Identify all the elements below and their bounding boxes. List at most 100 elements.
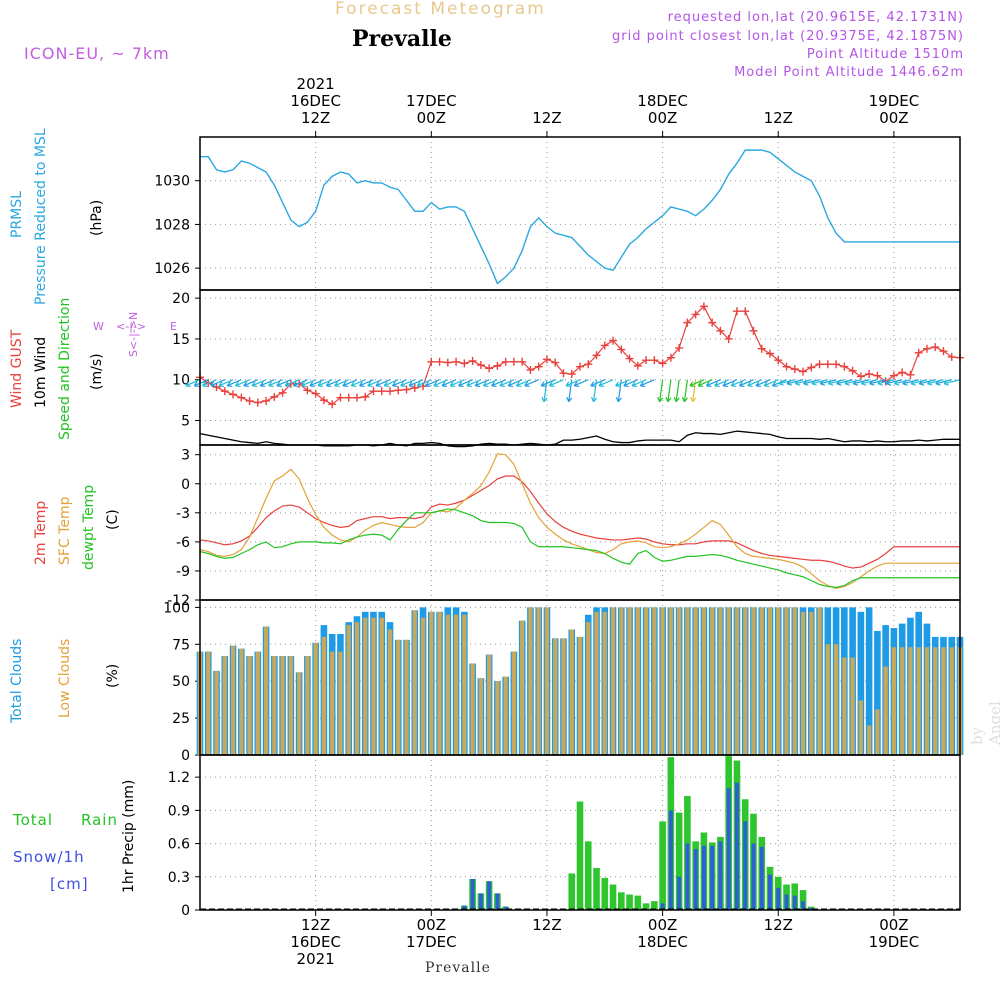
wind-arrow-head xyxy=(433,381,439,388)
wind-arrow xyxy=(524,379,539,387)
gust-marker xyxy=(683,318,692,327)
wind-arrow xyxy=(836,379,853,385)
wind-arrow xyxy=(697,379,713,387)
gust-marker xyxy=(468,356,477,365)
gust-marker xyxy=(270,392,279,401)
location-title: Prevalle xyxy=(352,26,452,52)
wind-arrow-head xyxy=(540,381,547,388)
wind-arrow-head xyxy=(590,381,596,388)
wind-arrow-head xyxy=(541,396,548,403)
wind-arrow-head xyxy=(615,396,622,403)
gust-marker xyxy=(650,356,659,365)
gust-marker xyxy=(253,398,262,407)
wind-arrow-head xyxy=(458,381,464,388)
wind-arrow xyxy=(574,379,589,387)
gust-marker xyxy=(782,362,791,371)
time-label-top: 00Z xyxy=(879,109,908,127)
gust-marker xyxy=(229,390,238,399)
wind-arrow-head xyxy=(877,379,883,386)
time-label-bottom: 12Z xyxy=(764,916,793,934)
y-tick-label: 0 xyxy=(181,477,190,493)
wind-arrow xyxy=(309,379,325,387)
total-cloud-bar xyxy=(865,607,873,755)
low-cloud-bar xyxy=(586,622,591,755)
wind-arrow xyxy=(317,379,333,387)
low-cloud-bar xyxy=(577,636,583,755)
gust-marker xyxy=(526,365,535,374)
low-cloud-bar xyxy=(858,700,863,755)
wind-arrow xyxy=(326,379,341,387)
wind-arrow-head xyxy=(392,381,398,388)
time-label-bottom: 00Z xyxy=(648,916,677,934)
wind-arrow-head xyxy=(860,379,867,386)
wind-arrow-head xyxy=(482,381,489,388)
wind-arrow xyxy=(714,379,729,387)
wind-arrow xyxy=(458,379,473,387)
precip-snow-unit: [cm] xyxy=(50,875,89,893)
precip-total-bar xyxy=(642,903,650,910)
wind-arrow-head xyxy=(268,381,274,388)
precip-rain-bar xyxy=(701,845,706,910)
precip-rain-bar xyxy=(710,845,715,910)
low-cloud-bar xyxy=(627,607,632,755)
gust-marker xyxy=(823,360,832,369)
low-cloud-bar xyxy=(495,681,500,755)
wind-arrow xyxy=(400,379,416,387)
low-cloud-bar xyxy=(677,607,682,755)
wind-arrow xyxy=(210,379,226,387)
gust-marker xyxy=(889,371,898,380)
wind-arrow-head xyxy=(827,379,834,386)
y-tick-label: 1.2 xyxy=(168,770,190,786)
gust-marker xyxy=(757,344,766,353)
wind-arrow-head xyxy=(507,381,514,388)
wind-arrow xyxy=(565,379,581,387)
wind-arrow xyxy=(417,379,432,387)
low-cloud-bar xyxy=(214,670,219,755)
gust-marker xyxy=(691,310,700,319)
low-cloud-bar xyxy=(511,651,517,755)
wind-arrow xyxy=(706,379,721,387)
wind-arrow-head xyxy=(218,381,225,388)
wind-arrow xyxy=(425,379,440,387)
low-cloud-bar xyxy=(817,607,822,755)
wind-arrow xyxy=(516,379,531,387)
model-point-altitude: Model Point Altitude 1446.62m xyxy=(734,65,964,80)
gust-marker xyxy=(799,367,808,376)
wind-arrow-head xyxy=(425,381,431,388)
wind-arrow xyxy=(598,379,614,387)
wind-arrow-head xyxy=(573,381,580,388)
y-tick-label: 0.6 xyxy=(168,837,190,853)
wind-arrow-head xyxy=(738,381,745,388)
low-cloud-bar xyxy=(379,617,384,755)
gust-marker xyxy=(427,357,436,366)
wind-arrow xyxy=(227,379,242,387)
low-cloud-bar xyxy=(867,725,872,755)
wind-arrow xyxy=(185,379,201,387)
low-cloud-bar xyxy=(751,607,756,755)
gust-marker xyxy=(452,357,461,366)
low-cloud-bar xyxy=(883,666,888,755)
wind-arrow xyxy=(877,379,895,385)
low-cloud-bar xyxy=(528,607,533,755)
precip-rain-bar xyxy=(776,887,781,910)
series-line-t2m xyxy=(199,475,960,569)
gust-marker xyxy=(617,345,626,354)
wind-arrow-head xyxy=(210,381,216,388)
gust-marker xyxy=(600,341,609,350)
wind-arrow xyxy=(722,379,738,387)
wind-arrow-head xyxy=(755,381,762,388)
wind-arrow xyxy=(218,379,234,387)
precip-total-bar xyxy=(609,884,617,910)
low-cloud-bar xyxy=(875,709,880,755)
gust-marker xyxy=(377,387,386,396)
wind-arrow-head xyxy=(284,381,291,388)
low-cloud-bar xyxy=(643,607,649,755)
gust-marker xyxy=(732,307,741,316)
wind-arrow xyxy=(284,379,300,387)
y-tick-label: 25 xyxy=(172,711,190,727)
low-cloud-bar xyxy=(668,607,673,755)
wind-arrow-head xyxy=(292,381,299,388)
low-cloud-bar xyxy=(222,656,227,755)
wind-arrow-head xyxy=(935,379,941,386)
wind-arrow-head xyxy=(689,381,695,388)
